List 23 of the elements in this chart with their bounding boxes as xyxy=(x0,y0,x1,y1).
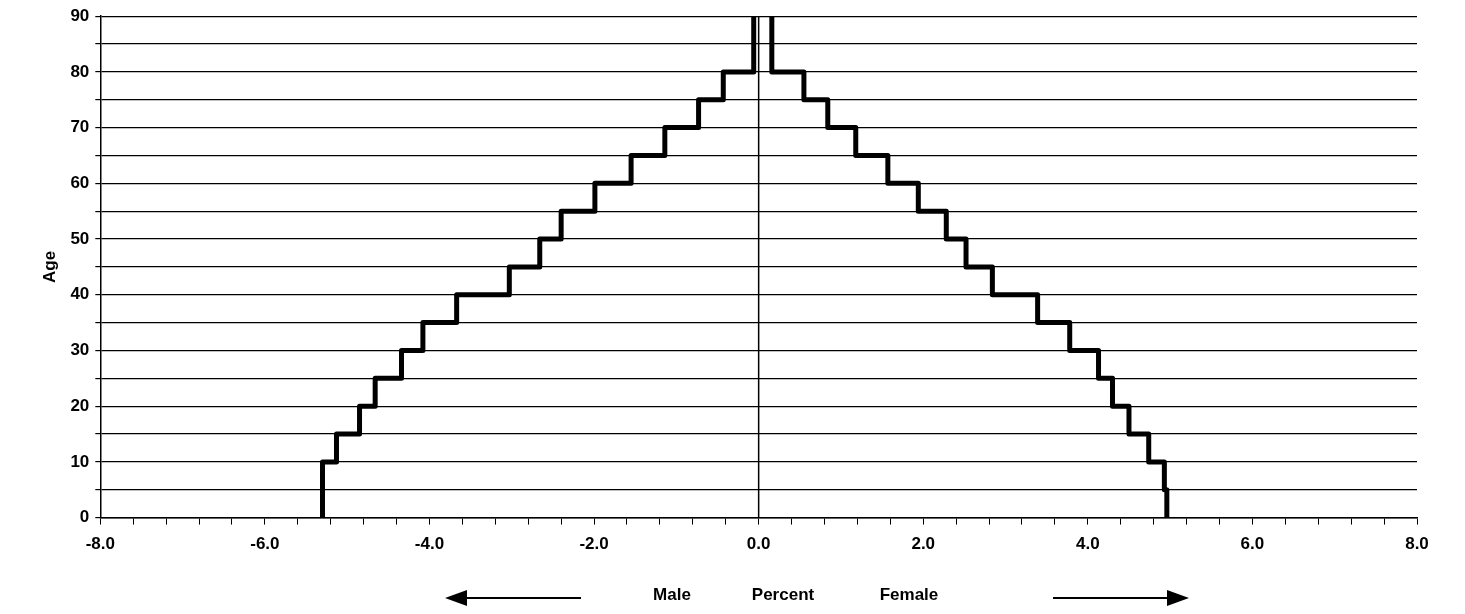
x-tick-label: 2.0 xyxy=(911,534,936,554)
y-tick-label: 10 xyxy=(70,451,90,471)
y-axis-title: Age xyxy=(39,250,59,283)
x-tick-label: 8.0 xyxy=(1405,534,1429,554)
x-tick-label: -6.0 xyxy=(250,534,280,554)
y-tick-label: 30 xyxy=(70,340,90,360)
text: Female xyxy=(879,585,939,605)
y-tick-label: 0 xyxy=(79,507,90,527)
x-tick-label: -4.0 xyxy=(414,534,445,554)
x-tick-label: 0.0 xyxy=(746,534,771,554)
text: Male xyxy=(653,585,691,605)
y-tick-label: 80 xyxy=(70,61,90,81)
x-axis-title: Percent xyxy=(751,585,815,605)
y-tick-label: 70 xyxy=(70,117,90,137)
y-tick-label: 40 xyxy=(70,284,90,304)
y-tick-label: 50 xyxy=(70,228,90,248)
y-tick-label: 90 xyxy=(70,5,90,25)
x-tick-label: 4.0 xyxy=(1076,534,1100,554)
y-tick-label: 60 xyxy=(70,173,90,193)
x-tick-label: -2.0 xyxy=(579,534,609,554)
x-tick-label: -8.0 xyxy=(85,534,115,554)
y-tick-label: 20 xyxy=(70,395,90,415)
x-tick-label: 6.0 xyxy=(1240,534,1265,554)
